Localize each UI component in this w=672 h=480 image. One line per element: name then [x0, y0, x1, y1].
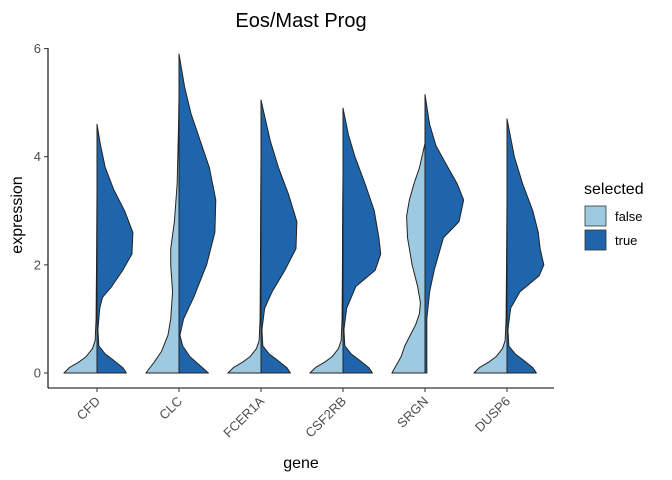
legend: selected false true	[584, 181, 644, 251]
x-tick-label: SRGN	[394, 394, 431, 431]
violin-false-cfd	[63, 191, 98, 374]
y-axis-ticks: 0 2 4 6	[34, 41, 48, 381]
violin-false-clc	[145, 96, 180, 374]
y-tick-label: 4	[34, 149, 41, 164]
x-tick-label: FCER1A	[220, 393, 267, 440]
legend-label-false: false	[615, 209, 642, 224]
violin-true-srgn	[424, 94, 465, 374]
x-tick-label: DUSP6	[472, 394, 513, 435]
violin-false-srgn	[391, 142, 426, 374]
x-tick-label: CSF2RB	[302, 394, 349, 441]
x-axis-title: gene	[283, 455, 319, 472]
y-tick-label: 0	[34, 366, 41, 381]
violin-true-clc	[178, 53, 217, 374]
legend-label-true: true	[615, 233, 637, 248]
violin-false-dusp6	[473, 199, 508, 374]
violin-true-fcer1a	[260, 99, 298, 374]
violin-false-csf2rb	[309, 175, 344, 374]
legend-title: selected	[584, 181, 644, 198]
y-tick-label: 2	[34, 257, 41, 272]
violin-true-cfd	[96, 123, 134, 374]
violin-false-fcer1a	[227, 156, 262, 374]
plot-area	[63, 53, 545, 374]
legend-swatch-false	[584, 205, 607, 227]
x-tick-label: CLC	[156, 394, 185, 423]
violin-true-dusp6	[506, 118, 545, 374]
x-tick-label: CFD	[74, 394, 103, 423]
y-tick-label: 6	[34, 41, 41, 56]
y-axis-title: expression	[9, 176, 26, 253]
legend-swatch-true	[584, 229, 607, 251]
x-axis-ticks: CFD CLC FCER1A CSF2RB SRGN DUSP6	[74, 388, 513, 440]
violin-true-csf2rb	[342, 107, 382, 374]
chart-title: Eos/Mast Prog	[235, 10, 366, 32]
